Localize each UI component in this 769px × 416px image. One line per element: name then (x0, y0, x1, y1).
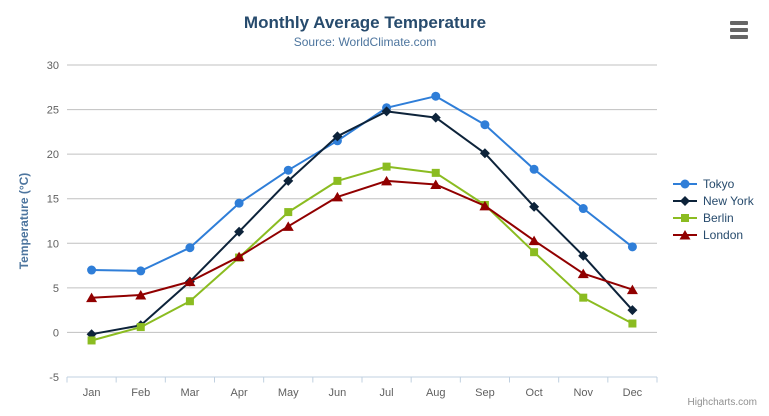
series-line-new-york[interactable] (91, 110, 634, 336)
triangle-marker[interactable] (135, 289, 147, 300)
diamond-marker[interactable] (430, 112, 441, 123)
legend-item-london[interactable]: London (672, 227, 754, 242)
circle-marker[interactable] (431, 91, 441, 101)
y-axis-label: -5 (49, 372, 59, 384)
square-icon (673, 213, 697, 222)
triangle-icon (673, 229, 697, 240)
diamond-marker[interactable] (680, 195, 690, 206)
square-marker[interactable] (579, 293, 588, 302)
legend-item-tokyo[interactable]: Tokyo (672, 176, 754, 191)
x-axis-label: Jul (380, 387, 394, 399)
legend: Tokyo New York Berlin London (672, 176, 754, 242)
diamond-marker[interactable] (283, 175, 294, 186)
x-axis-label: Sep (475, 387, 495, 399)
circle-marker[interactable] (529, 164, 539, 174)
triangle-marker[interactable] (430, 179, 442, 189)
context-menu-button[interactable] (730, 21, 750, 39)
series-line-berlin[interactable] (91, 165, 633, 342)
circle-marker[interactable] (136, 266, 146, 276)
square-marker[interactable] (185, 297, 194, 306)
square-marker[interactable] (333, 176, 342, 185)
chart-title: Monthly Average Temperature (243, 13, 487, 32)
x-axis-label: Feb (131, 387, 150, 399)
series-new-york[interactable] (86, 106, 638, 340)
triangle-marker[interactable] (626, 284, 638, 295)
y-axis-label: 0 (53, 327, 59, 339)
y-axis-label: 30 (47, 60, 59, 72)
square-marker[interactable] (530, 248, 539, 257)
circle-marker[interactable] (627, 242, 637, 252)
series-tokyo[interactable] (87, 91, 637, 276)
y-axis-label: 20 (47, 149, 59, 161)
y-axis-label: 10 (47, 238, 59, 250)
triangle-marker[interactable] (282, 221, 294, 231)
legend-item-berlin[interactable]: Berlin (672, 210, 754, 225)
y-axis-label: 25 (47, 105, 59, 117)
circle-marker[interactable] (185, 243, 195, 253)
diamond-marker[interactable] (479, 148, 490, 159)
square-marker[interactable] (136, 323, 145, 332)
square-marker[interactable] (87, 336, 96, 345)
diamond-marker[interactable] (234, 226, 245, 237)
diamond-marker[interactable] (578, 250, 589, 261)
x-axis-label: Jun (329, 387, 347, 399)
y-axis-label: 5 (53, 283, 59, 295)
x-axis-label: May (278, 387, 299, 399)
diamond-icon (673, 195, 697, 206)
legend-item-new-york[interactable]: New York (672, 193, 754, 208)
series-london[interactable] (86, 175, 638, 303)
triangle-marker[interactable] (679, 229, 691, 240)
y-axis-label: 15 (47, 194, 59, 206)
series-line-london[interactable] (91, 179, 633, 299)
circle-marker[interactable] (680, 179, 690, 188)
credits-link[interactable]: Highcharts.com (687, 397, 757, 408)
square-marker[interactable] (284, 208, 293, 217)
circle-marker[interactable] (87, 265, 97, 275)
circle-icon (673, 179, 697, 188)
diamond-marker[interactable] (381, 106, 392, 117)
diamond-marker[interactable] (332, 131, 343, 142)
hamburger-icon (730, 35, 748, 39)
square-marker[interactable] (431, 168, 440, 177)
chart-subtitle: Source: WorldClimate.com (293, 35, 437, 49)
series-line-tokyo[interactable] (91, 95, 634, 272)
x-axis-label: Aug (426, 387, 446, 399)
x-axis-label: Mar (180, 387, 199, 399)
circle-marker[interactable] (480, 120, 490, 130)
triangle-marker[interactable] (86, 292, 98, 303)
square-marker[interactable] (628, 319, 637, 328)
hamburger-icon (730, 28, 748, 32)
legend-label: London (703, 227, 744, 242)
y-axis-title: Temperature (°C) (17, 172, 31, 270)
triangle-marker[interactable] (331, 191, 343, 202)
diamond-marker[interactable] (627, 305, 638, 316)
triangle-marker[interactable] (233, 251, 245, 262)
legend-label: Berlin (703, 210, 734, 225)
triangle-marker[interactable] (479, 200, 491, 211)
triangle-marker[interactable] (381, 175, 393, 186)
triangle-marker[interactable] (577, 268, 589, 279)
legend-label: New York (703, 193, 754, 208)
square-marker[interactable] (382, 162, 391, 171)
x-axis-label: Apr (231, 387, 248, 399)
triangle-marker[interactable] (528, 235, 540, 246)
x-axis-label: Nov (573, 387, 593, 399)
legend-label: Tokyo (703, 176, 735, 191)
circle-marker[interactable] (234, 198, 244, 208)
hamburger-icon (730, 21, 748, 25)
x-axis-label: Dec (623, 387, 643, 399)
circle-marker[interactable] (578, 204, 588, 214)
triangle-marker[interactable] (184, 276, 196, 287)
diamond-marker[interactable] (529, 201, 540, 212)
x-axis-label: Oct (526, 387, 543, 399)
x-axis-label: Jan (83, 387, 101, 399)
circle-marker[interactable] (283, 165, 293, 175)
square-marker[interactable] (681, 213, 689, 222)
